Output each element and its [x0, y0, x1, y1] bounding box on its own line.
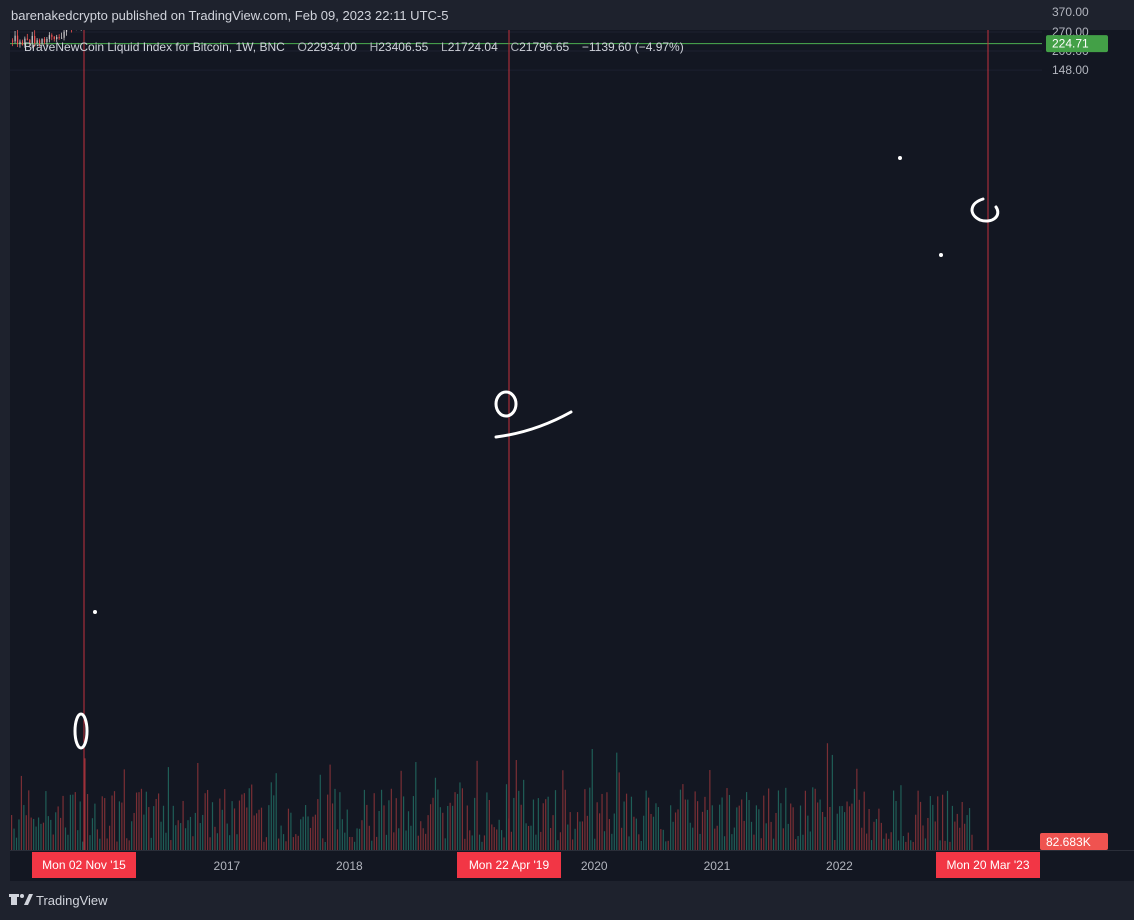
footer: TradingView [0, 880, 1134, 920]
publisher-bar: barenakedcrypto published on TradingView… [0, 0, 1134, 30]
symbol-title: BraveNewCoin Liquid Index for Bitcoin, 1… [24, 40, 285, 54]
open-value: 22934.00 [306, 40, 357, 54]
scale-corner [1042, 850, 1134, 881]
footer-brand[interactable]: TradingView [36, 893, 108, 908]
open-label: O [297, 40, 307, 54]
low-label: L [441, 40, 448, 54]
symbol-legend: BraveNewCoin Liquid Index for Bitcoin, 1… [24, 40, 684, 54]
close-value: 21796.65 [519, 40, 570, 54]
price-scale[interactable] [1042, 30, 1134, 850]
high-value: 23406.55 [378, 40, 429, 54]
publisher-line: barenakedcrypto published on TradingView… [11, 8, 449, 23]
low-value: 21724.04 [447, 40, 498, 54]
time-scale[interactable] [10, 850, 1042, 881]
close-label: C [510, 40, 520, 54]
chart-area[interactable] [10, 30, 1042, 850]
change-value: −1139.60 (−4.97%) [581, 40, 684, 54]
high-label: H [369, 40, 379, 54]
